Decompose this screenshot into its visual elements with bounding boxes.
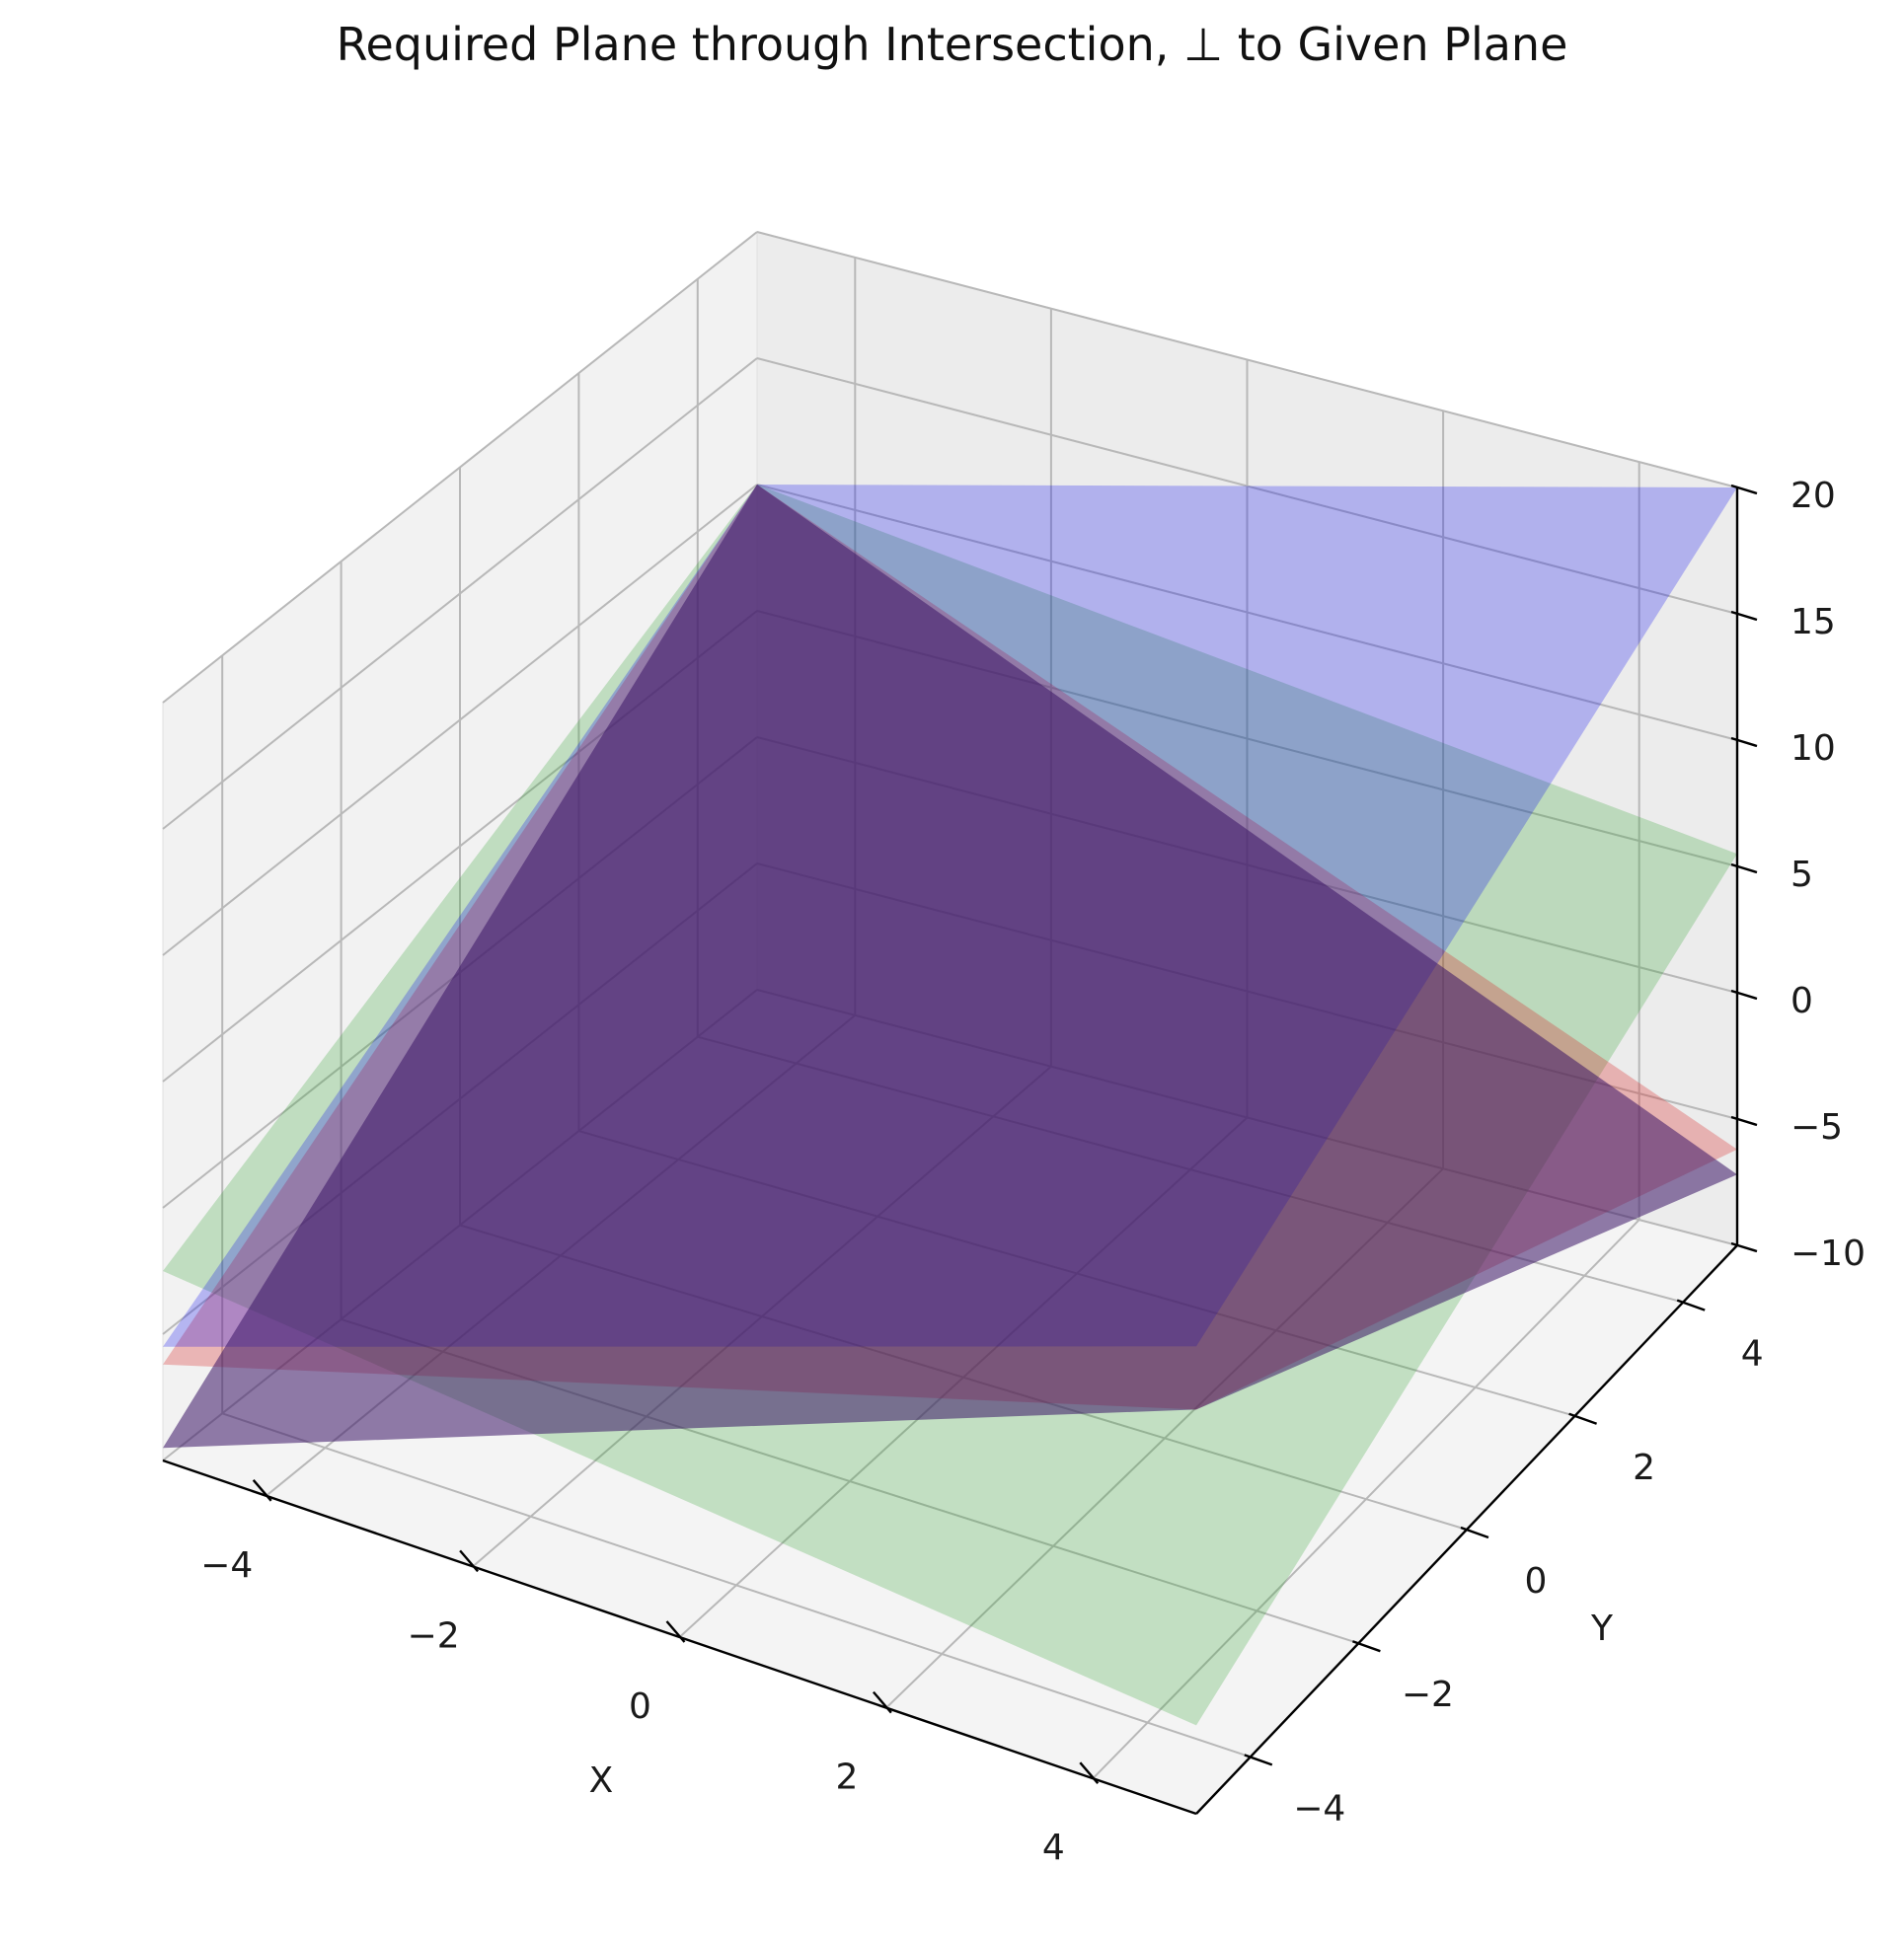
z-tick-label: 5	[1790, 855, 1813, 895]
x-tick	[459, 1549, 480, 1573]
grid-line-z-left	[162, 484, 758, 956]
z-tick	[1730, 989, 1758, 1001]
y-tick-label: 4	[1741, 1334, 1764, 1375]
z-tick-label: 15	[1790, 602, 1836, 642]
x-tick-label: −2	[408, 1615, 460, 1656]
z-tick-label: 10	[1790, 728, 1836, 769]
grid-line-z-left	[162, 357, 758, 830]
x-tick	[252, 1479, 272, 1502]
y-tick-label: −2	[1402, 1675, 1454, 1715]
x-tick-label: 2	[835, 1758, 858, 1798]
grid-line-z-back	[756, 357, 1738, 615]
z-tick	[1730, 484, 1758, 495]
z-tick	[1730, 610, 1758, 622]
x-tick	[665, 1620, 686, 1643]
y-tick-label: 0	[1525, 1561, 1548, 1602]
y-tick	[1351, 1640, 1381, 1653]
tick-labels: −4 −2 0 2 4 −4 −2 0 2 4 −10 −5 0 5 10 15 20	[200, 476, 1866, 1868]
z-tick	[1730, 1241, 1758, 1253]
tick-marks	[252, 484, 1758, 1784]
x-tick-label: 0	[629, 1686, 651, 1727]
x-tick	[1079, 1761, 1100, 1784]
z-tick-label: −5	[1790, 1107, 1843, 1148]
grid-line-z-left	[162, 231, 758, 704]
y-axis-label: Y	[1590, 1609, 1614, 1649]
grid-line-y-floor	[221, 1412, 1252, 1759]
x-tick	[872, 1690, 892, 1714]
z-tick	[1730, 736, 1758, 748]
grid-line-z-back	[756, 484, 1738, 741]
z-tick-label: 0	[1790, 981, 1813, 1021]
plane-surfaces	[163, 485, 1737, 1726]
y-tick-label: 2	[1633, 1448, 1655, 1488]
y-tick	[1568, 1412, 1598, 1425]
grid-line-z-back	[756, 231, 1738, 488]
z-tick	[1730, 1115, 1758, 1127]
y-tick-label: −4	[1293, 1788, 1345, 1829]
z-tick-label: 20	[1790, 476, 1836, 516]
y-tick	[1244, 1754, 1273, 1766]
plane-surface-4	[163, 485, 1737, 1449]
z-tick	[1730, 862, 1758, 874]
y-tick	[1460, 1526, 1489, 1539]
x-axis-label: X	[589, 1760, 614, 1801]
x-tick-label: 4	[1042, 1828, 1065, 1868]
chart-title: Required Plane through Intersection, ⊥ t…	[336, 18, 1568, 71]
y-tick	[1676, 1299, 1706, 1311]
x-tick-label: −4	[200, 1545, 253, 1586]
z-tick-label: −10	[1790, 1234, 1866, 1274]
